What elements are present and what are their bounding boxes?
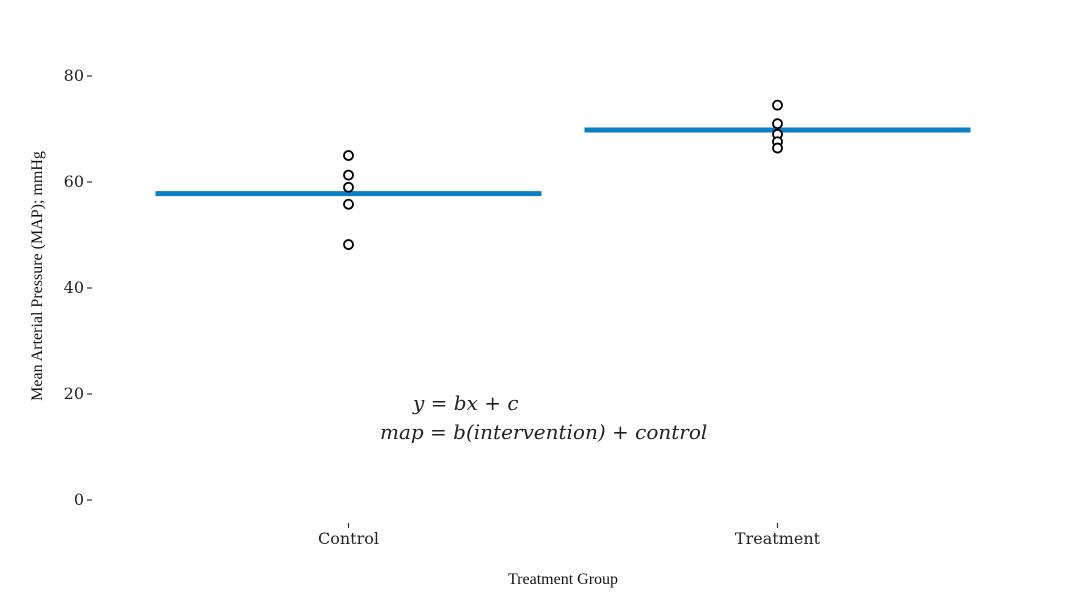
- y-axis: 0 20 40 60 80: [64, 66, 92, 509]
- y-tick-label: 0: [74, 490, 84, 509]
- mean-lines: [155, 127, 971, 197]
- y-tick-label: 80: [64, 66, 84, 85]
- x-axis: Control Treatment: [318, 523, 821, 548]
- equation-line-2: map = b(intervention) + control: [380, 420, 707, 444]
- y-tick-label: 20: [64, 384, 84, 403]
- x-tick-label-treatment: Treatment: [735, 529, 821, 548]
- data-point-control: [343, 198, 354, 210]
- y-tick-label: 60: [64, 172, 84, 191]
- data-points: [343, 99, 783, 250]
- data-point-treatment: [772, 142, 783, 154]
- data-point-control: [343, 181, 354, 193]
- data-point-treatment: [772, 99, 783, 111]
- x-tick-label-control: Control: [318, 529, 379, 548]
- data-point-control: [343, 150, 354, 161]
- x-axis-title: Treatment Group: [508, 571, 618, 588]
- data-point-control: [343, 169, 354, 181]
- data-point-control: [343, 239, 354, 250]
- equation-line-1: y = bx + c: [412, 391, 519, 415]
- data-point-treatment: [772, 118, 783, 130]
- y-axis-title: Mean Arterial Pressure (MAP); mmHg: [29, 151, 46, 401]
- y-tick-label: 40: [64, 278, 84, 297]
